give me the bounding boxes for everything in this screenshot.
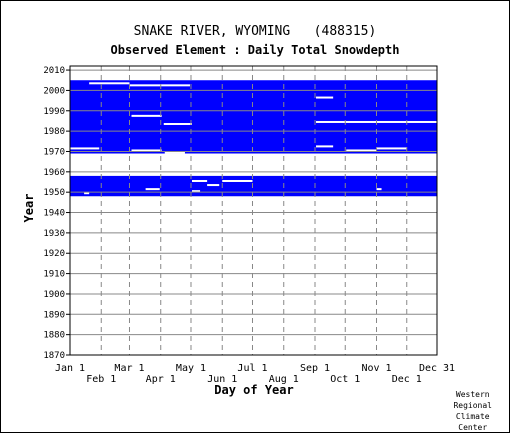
missing-data-gap [191,190,201,193]
missing-data-gap [316,145,334,148]
x-tick-label: Oct 1 [330,374,360,385]
x-tick-label: May 1 [176,363,206,374]
y-tick-label: 1970 [43,147,65,157]
credit-line: Regional [453,401,492,410]
x-tick-label: Feb 1 [86,374,116,385]
credit-block: Western Regional Climate Center [453,389,492,433]
missing-data-gap [164,151,185,154]
missing-data-gap [131,149,162,152]
y-tick-label: 1920 [43,249,65,259]
credit-line: Center [458,423,488,432]
credit-line: Climate [455,412,490,421]
y-tick-label: 1960 [43,168,65,178]
data-bars [70,80,437,197]
x-tick-label: Dec 31 [419,363,455,374]
missing-data-gap [346,149,377,152]
missing-data-gap [70,147,100,150]
y-tick-labels: 1870 1880 1890 1900 1910 1920 1930 1940 1950 1960… [43,66,70,361]
missing-data-gap [207,184,220,187]
x-axis-label: Day of Year [214,383,293,397]
y-tick-label: 1990 [43,107,65,117]
y-tick-label: 2000 [43,86,65,96]
missing-data-gap [376,147,407,150]
grid-lines [70,66,437,356]
y-tick-label: 1870 [43,351,65,361]
chart-subtitle: Observed Element : Daily Total Snowdepth [110,43,400,57]
y-tick-label: 1930 [43,229,65,239]
x-tick-label: Dec 1 [392,374,422,385]
missing-data-gap [376,188,382,191]
x-tick-label: Apr 1 [146,374,176,385]
chart-title: SNAKE RIVER, WYOMING (488315) [133,24,377,39]
y-tick-label: 1880 [43,331,65,341]
y-tick-label: 1950 [43,188,65,198]
missing-data-gap [131,114,162,117]
missing-data-gap [316,96,334,99]
y-tick-label: 2010 [43,66,65,76]
x-tick-label: Mar 1 [114,363,144,374]
x-tick-label: Jan 1 [55,363,85,374]
missing-data-gap [145,188,160,191]
credit-line: Western [455,390,490,399]
plot-border [69,65,438,356]
x-tick-label: Sep 1 [300,363,330,374]
y-tick-label: 1900 [43,290,65,300]
x-tick-label: Jul 1 [237,363,267,374]
y-tick-label: 1980 [43,127,65,137]
data-period-band [70,80,437,154]
x-tick-label: Jun 1 [207,374,237,385]
y-axis-label: Year [22,194,36,223]
x-tick-label: Nov 1 [361,363,391,374]
missing-data-gap [163,123,192,126]
y-tick-label: 1890 [43,310,65,320]
data-period-band [70,175,437,197]
missing-data-gap [89,82,130,85]
y-tick-label: 1910 [43,270,65,280]
missing-data-gap [222,179,253,182]
y-tick-label: 1940 [43,209,65,219]
missing-data-gap [129,84,190,87]
missing-data-gap [84,192,90,195]
missing-data-gap [191,179,208,182]
x-tick-label: Aug 1 [269,374,299,385]
